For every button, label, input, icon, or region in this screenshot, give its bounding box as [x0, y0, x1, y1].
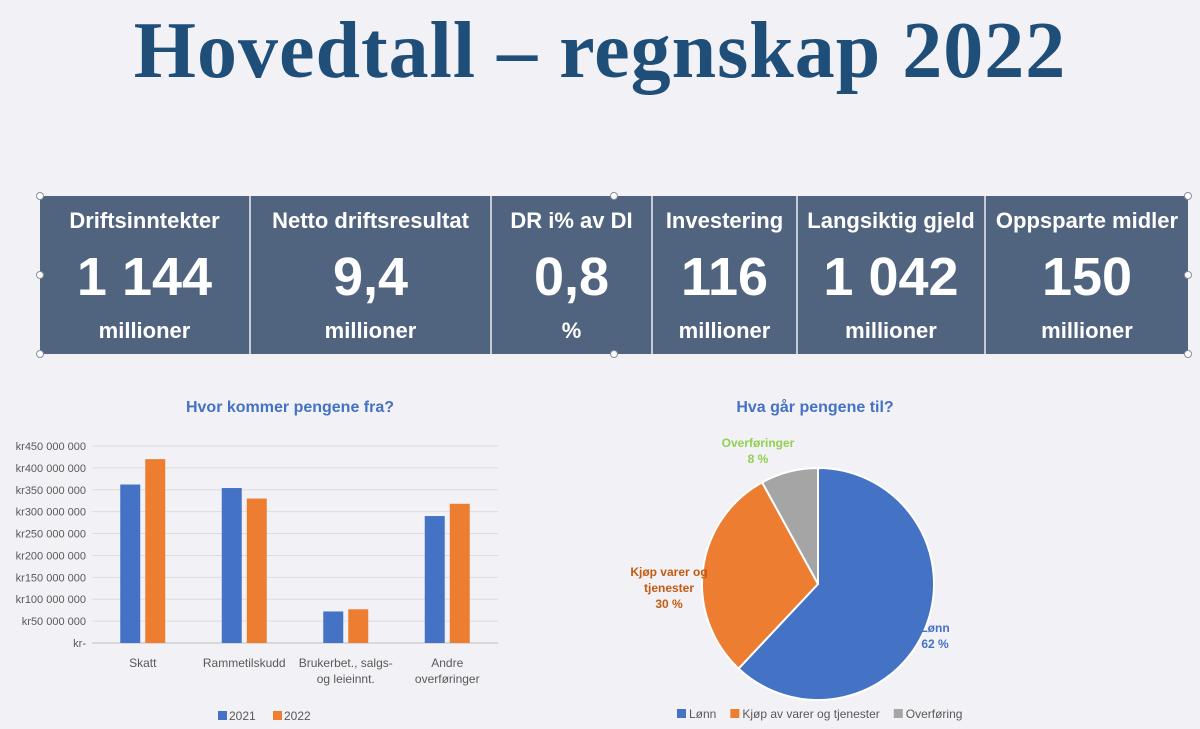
legend-label: Lønn — [689, 707, 716, 721]
resize-handle-top-left[interactable] — [36, 192, 44, 200]
y-tick-label: kr350 000 000 — [16, 485, 86, 497]
kpi-heading: DR i% av DI — [510, 208, 633, 233]
legend-swatch — [273, 711, 282, 720]
legend-label: Kjøp av varer og tjenester — [742, 707, 879, 721]
kpi-cell-oppsparte-midler: Oppsparte midler 150 millioner — [986, 196, 1188, 354]
bar-2022 — [348, 609, 369, 643]
kpi-unit: millioner — [98, 318, 191, 343]
pie-data-label: Lønn 62 % — [920, 621, 949, 651]
resize-handle-middle-left[interactable] — [36, 271, 44, 279]
x-tick-label: Brukerbet., salgs-og leieinnt. — [299, 656, 393, 686]
pie-slice — [737, 466, 935, 701]
y-tick-label: kr400 000 000 — [16, 463, 86, 475]
kpi-cell-investering: Investering 116 millioner — [653, 196, 798, 354]
bar-chart: kr-kr50 000 000 kr100 000 000 kr150 000 00… — [16, 441, 498, 723]
bar-2021 — [120, 484, 141, 643]
legend-swatch — [677, 709, 686, 718]
kpi-unit: millioner — [845, 318, 937, 343]
kpi-value: 1 144 — [76, 247, 213, 307]
kpi-unit: millioner — [678, 318, 771, 343]
resize-handle-middle-right[interactable] — [1184, 271, 1192, 279]
kpi-heading: Investering — [665, 208, 784, 233]
bar-chart-title: Hvor kommer pengene fra? — [185, 399, 395, 416]
legend-label: 2021 — [229, 709, 256, 723]
legend-label: 2022 — [284, 709, 311, 723]
pie-chart-title: Hva går pengene til? — [736, 399, 894, 416]
y-tick-label: kr450 000 000 — [16, 441, 86, 453]
legend-swatch — [893, 709, 903, 718]
resize-handle-top-right[interactable] — [1184, 192, 1192, 200]
resize-handle-bottom-right[interactable] — [1184, 350, 1192, 358]
y-tick-label: kr150 000 000 — [16, 572, 86, 584]
legend-swatch — [730, 709, 740, 718]
kpi-cell-netto-driftsresultat: Netto driftsresultat 9,4 millioner — [251, 196, 492, 354]
kpi-unit: millioner — [324, 318, 417, 343]
y-tick-label: kr50 000 000 — [22, 616, 86, 628]
x-tick-label: Skatt — [129, 656, 157, 670]
bar-2021 — [424, 516, 445, 643]
y-tick-label: kr200 000 000 — [16, 550, 86, 562]
y-tick-label: kr100 000 000 — [16, 594, 86, 606]
y-tick-label: kr250 000 000 — [16, 529, 86, 541]
x-tick-label: Rammetilskudd — [203, 656, 286, 670]
kpi-value: 9,4 — [332, 247, 409, 307]
bar-2022 — [145, 459, 166, 643]
kpi-value: 116 — [680, 247, 769, 307]
kpi-unit: % — [561, 318, 582, 343]
pie-chart: Lønn 62 % Kjøp varer og tjenester 30 % Overfø… — [630, 436, 963, 721]
kpi-cell-driftsinntekter: Driftsinntekter 1 144 millioner — [40, 196, 251, 354]
kpi-heading: Langsiktig gjeld — [807, 208, 975, 233]
resize-handle-top-middle[interactable] — [610, 192, 618, 200]
y-tick-label: kr300 000 000 — [16, 507, 86, 519]
kpi-value: 1 042 — [823, 247, 959, 307]
resize-handle-bottom-middle[interactable] — [610, 350, 618, 358]
bar-2022 — [246, 498, 267, 643]
kpi-value: 150 — [1041, 247, 1133, 307]
pie-data-label: Overføringer 8 % — [722, 436, 795, 466]
legend-swatch — [218, 711, 227, 720]
y-tick-label: kr- — [73, 638, 86, 650]
kpi-unit: millioner — [1041, 318, 1133, 343]
pie-slice — [760, 466, 819, 585]
kpi-value: 0,8 — [533, 247, 610, 307]
legend-label: Overføring — [906, 707, 963, 721]
kpi-heading: Oppsparte midler — [995, 208, 1179, 233]
kpi-heading: Driftsinntekter — [69, 208, 220, 233]
kpi-heading: Netto driftsresultat — [272, 208, 469, 233]
resize-handle-bottom-left[interactable] — [36, 350, 44, 358]
bar-2021 — [221, 488, 242, 643]
kpi-table: Driftsinntekter 1 144 millioner Netto dr… — [40, 196, 1188, 354]
kpi-cell-dr-prosent: DR i% av DI 0,8 % — [492, 196, 653, 354]
page-title: Hovedtall – regnskap 2022 — [133, 7, 1067, 95]
kpi-table-frame[interactable]: Driftsinntekter 1 144 millioner Netto dr… — [36, 192, 1192, 358]
pie-slice — [701, 480, 820, 670]
pie-data-label: Kjøp varer og tjenester 30 % — [630, 565, 707, 611]
bar-2021 — [323, 611, 344, 643]
kpi-cell-langsiktig-gjeld: Langsiktig gjeld 1 042 millioner — [798, 196, 986, 354]
bar-2022 — [449, 503, 470, 643]
x-tick-label: Andre overføringer — [415, 656, 480, 686]
